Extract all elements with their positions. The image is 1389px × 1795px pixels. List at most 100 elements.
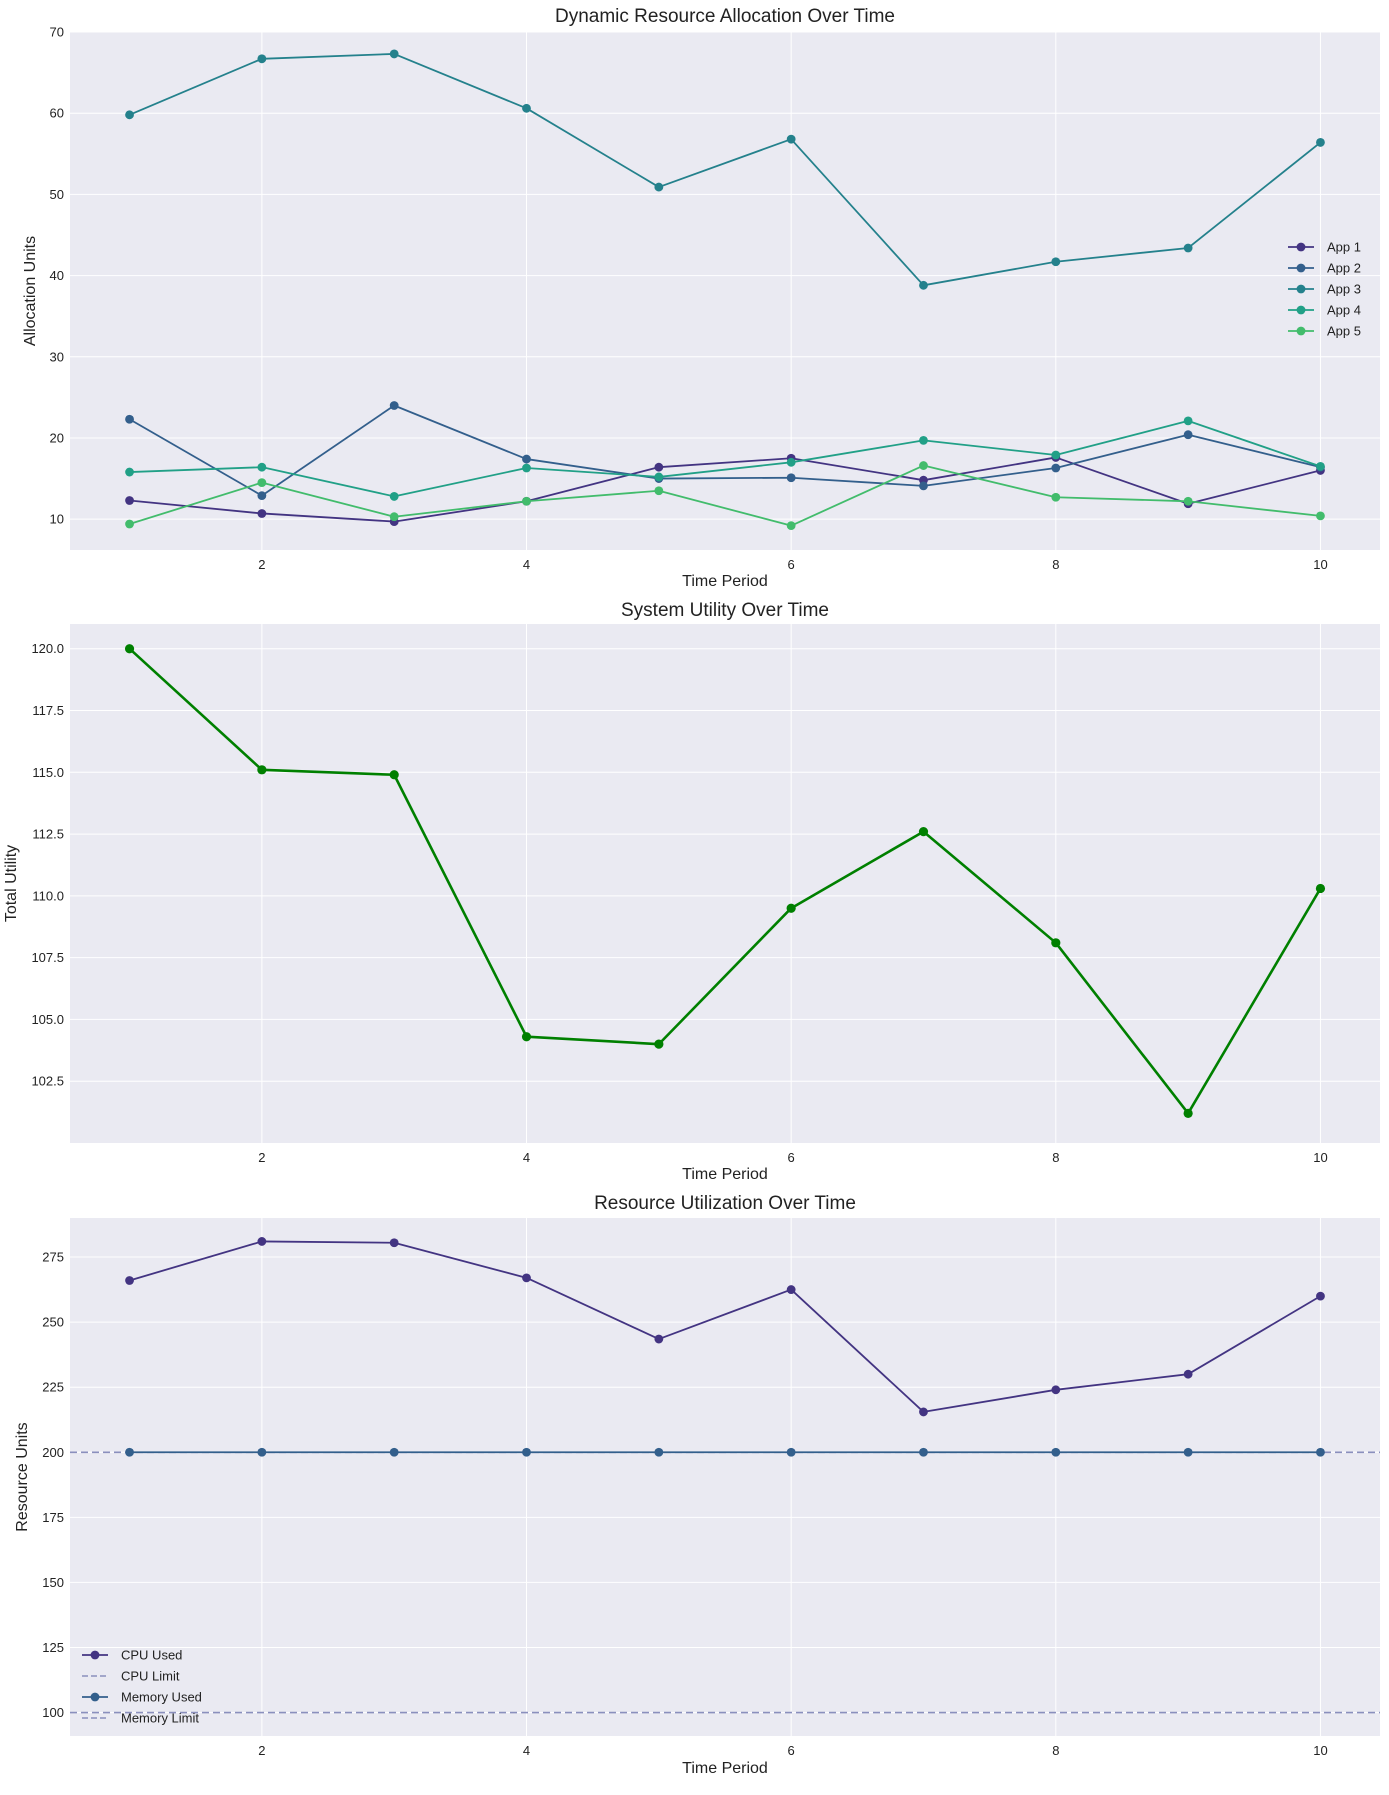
- series-line-total-utility: [128, 647, 1322, 1115]
- data-point-app-5: [389, 512, 399, 522]
- data-point-memory-used: [389, 1447, 399, 1457]
- data-point-app-3: [1051, 257, 1061, 267]
- data-point-app-5: [1183, 496, 1193, 506]
- data-point-total-utility: [654, 1039, 664, 1049]
- x-tick-label: 4: [523, 1743, 530, 1758]
- data-point-memory-used: [1051, 1447, 1061, 1457]
- data-point-total-utility: [257, 765, 267, 775]
- data-point-total-utility: [1183, 1108, 1193, 1118]
- data-point-app-2: [125, 414, 134, 424]
- legend-marker: [1296, 242, 1306, 252]
- data-point-app-5: [1051, 492, 1061, 502]
- data-point-app-3: [1183, 243, 1193, 253]
- y-tick-label: 275: [42, 1250, 64, 1265]
- data-point-app-5: [654, 486, 664, 496]
- data-point-app-4: [125, 467, 134, 477]
- x-axis-label: Time Period: [682, 1760, 768, 1777]
- data-point-total-utility: [1051, 938, 1061, 948]
- y-tick-label: 200: [42, 1445, 64, 1460]
- y-tick-label: 60: [50, 106, 64, 121]
- y-tick-label: 40: [50, 268, 64, 283]
- x-tick-label: 2: [258, 1743, 265, 1758]
- data-point-app-3: [786, 134, 796, 144]
- data-point-app-5: [522, 496, 531, 506]
- x-tick-label: 10: [1313, 557, 1327, 572]
- data-point-app-1: [125, 496, 134, 505]
- data-point-cpu-used: [786, 1285, 796, 1294]
- y-tick-label: 120.0: [31, 641, 64, 656]
- series-line-app-2: [129, 404, 1321, 497]
- x-tick-label: 10: [1313, 1743, 1327, 1758]
- data-point-memory-used: [522, 1447, 531, 1457]
- y-tick-label: 20: [50, 430, 64, 445]
- data-point-app-1: [654, 462, 664, 472]
- data-point-app-4: [389, 492, 399, 501]
- y-tick-label: 225: [42, 1380, 64, 1395]
- legend-marker: [90, 1650, 100, 1660]
- legend-marker: [1296, 263, 1306, 273]
- x-axis-label: Time Period: [682, 1166, 768, 1183]
- data-point-memory-used: [1183, 1447, 1193, 1457]
- legend-label: App 3: [1327, 282, 1361, 297]
- x-tick-label: 8: [1052, 1150, 1059, 1165]
- legend-label: CPU Limit: [121, 1669, 180, 1684]
- data-point-app-2: [257, 491, 267, 501]
- chart-title: System Utility Over Time: [621, 600, 829, 621]
- data-point-memory-used: [786, 1447, 796, 1457]
- y-tick-label: 110.0: [32, 888, 64, 903]
- data-point-memory-used: [257, 1447, 267, 1457]
- data-point-cpu-used: [522, 1273, 531, 1283]
- data-point-app-4: [257, 462, 267, 472]
- x-tick-label: 8: [1052, 1743, 1059, 1758]
- data-point-app-3: [919, 280, 928, 290]
- x-tick-label: 10: [1313, 1150, 1327, 1165]
- y-tick-label: 50: [50, 187, 64, 202]
- data-point-app-1: [257, 509, 267, 518]
- legend-marker: [1296, 326, 1306, 336]
- data-point-app-3: [654, 182, 664, 192]
- series-line-app-1: [129, 456, 1321, 523]
- data-point-cpu-used: [654, 1334, 664, 1344]
- x-tick-label: 8: [1052, 557, 1059, 572]
- data-point-app-4: [522, 463, 531, 473]
- y-tick-label: 105.0: [31, 1012, 64, 1027]
- data-point-cpu-used: [919, 1407, 928, 1417]
- x-tick-label: 6: [788, 1743, 795, 1758]
- plot-area: [70, 1218, 1380, 1736]
- x-tick-label: 2: [258, 557, 265, 572]
- data-point-app-4: [654, 472, 664, 482]
- y-tick-label: 175: [42, 1510, 64, 1525]
- y-tick-label: 70: [50, 25, 64, 40]
- y-tick-label: 100: [42, 1705, 64, 1720]
- legend-marker: [1296, 284, 1306, 294]
- data-point-app-3: [389, 49, 399, 59]
- legend-label: App 5: [1327, 324, 1361, 339]
- x-tick-label: 4: [523, 557, 530, 572]
- data-point-app-4: [786, 457, 796, 467]
- data-point-cpu-used: [389, 1238, 399, 1248]
- data-point-cpu-used: [125, 1276, 134, 1285]
- data-point-app-2: [919, 481, 928, 491]
- data-point-memory-used: [1316, 1447, 1325, 1457]
- data-point-total-utility: [124, 644, 135, 654]
- chart-title: Resource Utilization Over Time: [594, 1193, 856, 1214]
- chart-title: Dynamic Resource Allocation Over Time: [555, 6, 895, 27]
- data-point-app-2: [1051, 463, 1061, 473]
- y-axis-label: Allocation Units: [22, 236, 39, 346]
- x-axis-label: Time Period: [682, 573, 768, 590]
- y-tick-label: 250: [42, 1315, 64, 1330]
- y-tick-label: 150: [42, 1575, 64, 1590]
- data-point-cpu-used: [1051, 1385, 1061, 1395]
- data-point-app-4: [1051, 450, 1061, 460]
- panel-1: 2 4 6 8 10 10 20 30 40 50 60 70 Dynamic Resource All…: [22, 6, 1380, 590]
- data-point-total-utility: [1315, 883, 1326, 894]
- series-line-app-5: [129, 464, 1321, 527]
- data-point-memory-used: [654, 1447, 664, 1457]
- legend-label: App 1: [1327, 240, 1361, 255]
- data-point-app-3: [1316, 138, 1325, 147]
- y-tick-label: 30: [50, 349, 64, 364]
- data-point-app-3: [125, 110, 134, 120]
- data-point-total-utility: [521, 1032, 532, 1042]
- data-point-total-utility: [918, 827, 929, 837]
